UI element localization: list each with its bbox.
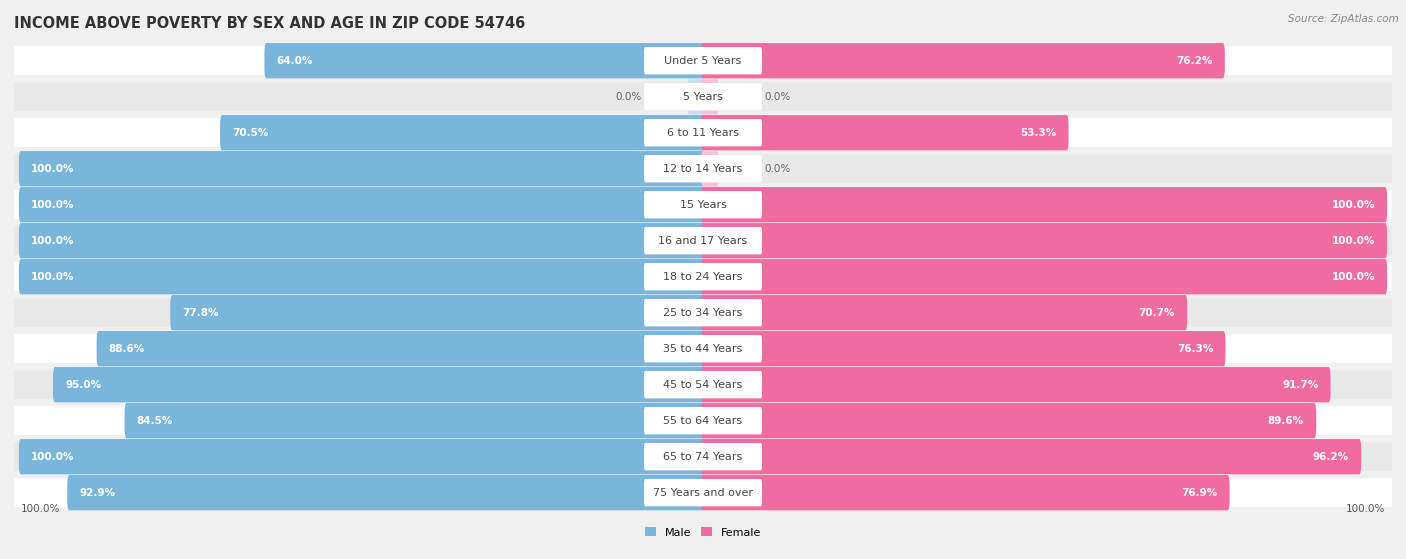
Text: 92.9%: 92.9% — [80, 487, 115, 498]
FancyBboxPatch shape — [702, 259, 1388, 295]
FancyBboxPatch shape — [14, 406, 1392, 435]
FancyBboxPatch shape — [14, 46, 1392, 75]
Text: 35 to 44 Years: 35 to 44 Years — [664, 344, 742, 354]
FancyBboxPatch shape — [644, 335, 762, 362]
FancyBboxPatch shape — [14, 226, 1392, 255]
Text: 88.6%: 88.6% — [108, 344, 145, 354]
Text: 95.0%: 95.0% — [65, 380, 101, 390]
FancyBboxPatch shape — [644, 407, 762, 434]
Text: 100.0%: 100.0% — [21, 504, 60, 514]
FancyBboxPatch shape — [14, 334, 1392, 363]
FancyBboxPatch shape — [644, 371, 762, 399]
Text: 75 Years and over: 75 Years and over — [652, 487, 754, 498]
Legend: Male, Female: Male, Female — [641, 523, 765, 542]
FancyBboxPatch shape — [264, 43, 704, 78]
FancyBboxPatch shape — [644, 47, 762, 74]
Text: 18 to 24 Years: 18 to 24 Years — [664, 272, 742, 282]
FancyBboxPatch shape — [18, 151, 704, 186]
FancyBboxPatch shape — [702, 367, 1330, 402]
Text: 0.0%: 0.0% — [616, 92, 641, 102]
FancyBboxPatch shape — [702, 475, 1230, 510]
FancyBboxPatch shape — [18, 187, 704, 222]
FancyBboxPatch shape — [170, 295, 704, 330]
FancyBboxPatch shape — [14, 299, 1392, 327]
FancyBboxPatch shape — [688, 79, 704, 115]
Text: 100.0%: 100.0% — [1331, 236, 1375, 246]
FancyBboxPatch shape — [644, 263, 762, 290]
Text: 55 to 64 Years: 55 to 64 Years — [664, 416, 742, 426]
FancyBboxPatch shape — [14, 119, 1392, 147]
FancyBboxPatch shape — [14, 262, 1392, 291]
FancyBboxPatch shape — [14, 442, 1392, 471]
FancyBboxPatch shape — [702, 439, 1361, 475]
FancyBboxPatch shape — [702, 43, 1225, 78]
FancyBboxPatch shape — [67, 475, 704, 510]
Text: 100.0%: 100.0% — [31, 236, 75, 246]
Text: 12 to 14 Years: 12 to 14 Years — [664, 164, 742, 174]
FancyBboxPatch shape — [644, 119, 762, 146]
FancyBboxPatch shape — [644, 227, 762, 254]
FancyBboxPatch shape — [644, 479, 762, 506]
FancyBboxPatch shape — [14, 154, 1392, 183]
Text: 76.3%: 76.3% — [1177, 344, 1213, 354]
Text: 0.0%: 0.0% — [765, 164, 790, 174]
Text: 15 Years: 15 Years — [679, 200, 727, 210]
FancyBboxPatch shape — [702, 223, 1388, 258]
Text: Source: ZipAtlas.com: Source: ZipAtlas.com — [1288, 14, 1399, 24]
Text: 70.7%: 70.7% — [1139, 307, 1175, 318]
Text: 100.0%: 100.0% — [1331, 272, 1375, 282]
Text: 64.0%: 64.0% — [277, 56, 314, 66]
Text: 100.0%: 100.0% — [31, 272, 75, 282]
FancyBboxPatch shape — [644, 155, 762, 182]
Text: INCOME ABOVE POVERTY BY SEX AND AGE IN ZIP CODE 54746: INCOME ABOVE POVERTY BY SEX AND AGE IN Z… — [14, 16, 526, 31]
Text: 91.7%: 91.7% — [1282, 380, 1319, 390]
FancyBboxPatch shape — [702, 187, 1388, 222]
Text: 100.0%: 100.0% — [1346, 504, 1385, 514]
FancyBboxPatch shape — [14, 370, 1392, 399]
Text: 6 to 11 Years: 6 to 11 Years — [666, 127, 740, 138]
FancyBboxPatch shape — [644, 83, 762, 110]
FancyBboxPatch shape — [18, 223, 704, 258]
Text: 89.6%: 89.6% — [1268, 416, 1303, 426]
Text: 5 Years: 5 Years — [683, 92, 723, 102]
Text: 100.0%: 100.0% — [31, 200, 75, 210]
FancyBboxPatch shape — [644, 299, 762, 326]
Text: 84.5%: 84.5% — [136, 416, 173, 426]
FancyBboxPatch shape — [53, 367, 704, 402]
FancyBboxPatch shape — [14, 190, 1392, 219]
FancyBboxPatch shape — [702, 331, 1226, 366]
Text: 70.5%: 70.5% — [232, 127, 269, 138]
Text: 65 to 74 Years: 65 to 74 Years — [664, 452, 742, 462]
Text: 76.9%: 76.9% — [1181, 487, 1218, 498]
FancyBboxPatch shape — [644, 443, 762, 470]
Text: 96.2%: 96.2% — [1313, 452, 1348, 462]
Text: Under 5 Years: Under 5 Years — [665, 56, 741, 66]
Text: 25 to 34 Years: 25 to 34 Years — [664, 307, 742, 318]
FancyBboxPatch shape — [702, 403, 1316, 438]
FancyBboxPatch shape — [702, 79, 718, 115]
FancyBboxPatch shape — [702, 295, 1187, 330]
FancyBboxPatch shape — [18, 439, 704, 475]
FancyBboxPatch shape — [702, 151, 718, 186]
FancyBboxPatch shape — [18, 259, 704, 295]
Text: 100.0%: 100.0% — [1331, 200, 1375, 210]
FancyBboxPatch shape — [97, 331, 704, 366]
FancyBboxPatch shape — [702, 115, 1069, 150]
Text: 100.0%: 100.0% — [31, 452, 75, 462]
Text: 100.0%: 100.0% — [31, 164, 75, 174]
FancyBboxPatch shape — [644, 191, 762, 219]
FancyBboxPatch shape — [14, 479, 1392, 507]
Text: 77.8%: 77.8% — [183, 307, 219, 318]
Text: 53.3%: 53.3% — [1021, 127, 1056, 138]
Text: 45 to 54 Years: 45 to 54 Years — [664, 380, 742, 390]
Text: 0.0%: 0.0% — [765, 92, 790, 102]
Text: 16 and 17 Years: 16 and 17 Years — [658, 236, 748, 246]
FancyBboxPatch shape — [14, 82, 1392, 111]
FancyBboxPatch shape — [221, 115, 704, 150]
FancyBboxPatch shape — [125, 403, 704, 438]
Text: 76.2%: 76.2% — [1177, 56, 1212, 66]
